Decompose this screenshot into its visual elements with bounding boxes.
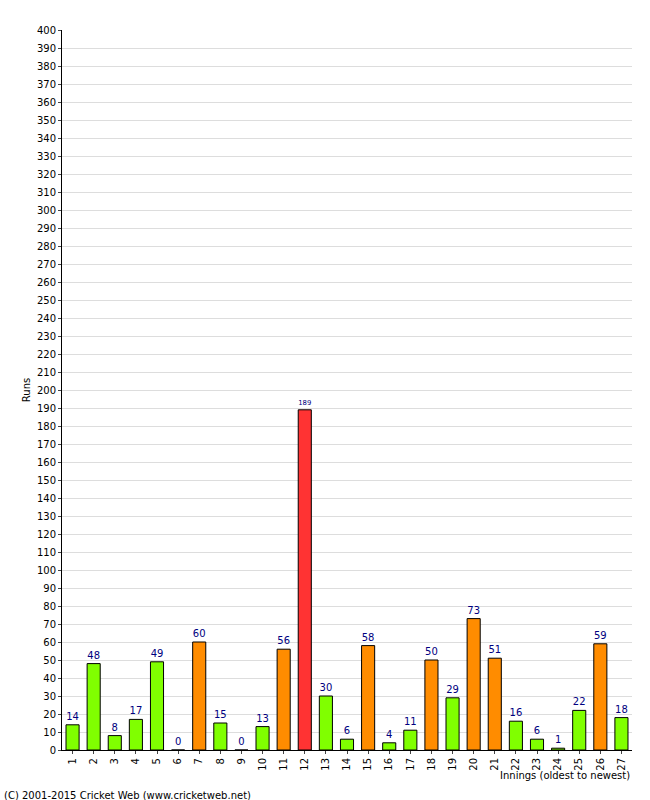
svg-text:30: 30 bbox=[43, 691, 56, 702]
svg-text:16: 16 bbox=[510, 707, 523, 718]
svg-text:310: 310 bbox=[37, 187, 56, 198]
svg-text:170: 170 bbox=[37, 439, 56, 450]
svg-text:80: 80 bbox=[43, 601, 56, 612]
svg-text:11: 11 bbox=[404, 716, 417, 727]
svg-text:400: 400 bbox=[37, 25, 56, 36]
svg-text:17: 17 bbox=[130, 705, 143, 716]
svg-text:18: 18 bbox=[615, 704, 628, 715]
svg-text:60: 60 bbox=[193, 628, 206, 639]
svg-text:48: 48 bbox=[87, 650, 100, 661]
svg-text:0: 0 bbox=[238, 736, 244, 747]
svg-text:8: 8 bbox=[215, 758, 226, 764]
svg-text:26: 26 bbox=[595, 758, 606, 771]
svg-text:110: 110 bbox=[37, 547, 56, 558]
svg-text:90: 90 bbox=[43, 583, 56, 594]
svg-text:51: 51 bbox=[488, 644, 501, 655]
svg-text:280: 280 bbox=[37, 241, 56, 252]
svg-text:2: 2 bbox=[88, 758, 99, 764]
svg-text:270: 270 bbox=[37, 259, 56, 270]
svg-text:100: 100 bbox=[37, 565, 56, 576]
svg-text:49: 49 bbox=[151, 648, 164, 659]
svg-text:200: 200 bbox=[37, 385, 56, 396]
svg-text:13: 13 bbox=[256, 713, 269, 724]
svg-text:120: 120 bbox=[37, 529, 56, 540]
svg-text:60: 60 bbox=[43, 637, 56, 648]
svg-text:15: 15 bbox=[214, 709, 227, 720]
svg-text:22: 22 bbox=[510, 758, 521, 771]
svg-text:9: 9 bbox=[236, 758, 247, 764]
svg-text:5: 5 bbox=[151, 758, 162, 764]
svg-text:330: 330 bbox=[37, 151, 56, 162]
svg-text:Runs: Runs bbox=[21, 378, 32, 402]
svg-text:16: 16 bbox=[383, 758, 394, 771]
svg-text:4: 4 bbox=[130, 758, 141, 764]
svg-text:340: 340 bbox=[37, 133, 56, 144]
svg-text:Innings (oldest to newest): Innings (oldest to newest) bbox=[500, 770, 630, 781]
svg-text:220: 220 bbox=[37, 349, 56, 360]
svg-text:40: 40 bbox=[43, 673, 56, 684]
svg-text:300: 300 bbox=[37, 205, 56, 216]
svg-text:210: 210 bbox=[37, 367, 56, 378]
svg-text:230: 230 bbox=[37, 331, 56, 342]
svg-text:390: 390 bbox=[37, 43, 56, 54]
svg-text:19: 19 bbox=[447, 758, 458, 771]
svg-text:23: 23 bbox=[531, 758, 542, 771]
svg-text:59: 59 bbox=[594, 630, 607, 641]
svg-text:0: 0 bbox=[175, 736, 181, 747]
svg-text:380: 380 bbox=[37, 61, 56, 72]
svg-text:140: 140 bbox=[37, 493, 56, 504]
svg-text:15: 15 bbox=[362, 758, 373, 771]
svg-text:70: 70 bbox=[43, 619, 56, 630]
svg-text:(C) 2001-2015 Cricket Web (www: (C) 2001-2015 Cricket Web (www.cricketwe… bbox=[4, 790, 251, 800]
svg-text:360: 360 bbox=[37, 97, 56, 108]
svg-text:10: 10 bbox=[43, 727, 56, 738]
svg-text:13: 13 bbox=[320, 758, 331, 771]
svg-text:22: 22 bbox=[573, 696, 586, 707]
svg-text:12: 12 bbox=[299, 758, 310, 771]
svg-text:6: 6 bbox=[344, 725, 350, 736]
svg-text:350: 350 bbox=[37, 115, 56, 126]
svg-text:18: 18 bbox=[426, 758, 437, 771]
svg-text:320: 320 bbox=[37, 169, 56, 180]
svg-text:190: 190 bbox=[37, 403, 56, 414]
svg-text:180: 180 bbox=[37, 421, 56, 432]
svg-text:29: 29 bbox=[446, 684, 459, 695]
svg-text:25: 25 bbox=[573, 758, 584, 771]
svg-text:14: 14 bbox=[341, 758, 352, 771]
svg-text:73: 73 bbox=[467, 605, 480, 616]
svg-text:130: 130 bbox=[37, 511, 56, 522]
svg-text:27: 27 bbox=[616, 758, 627, 771]
svg-text:1: 1 bbox=[67, 758, 78, 764]
svg-text:260: 260 bbox=[37, 277, 56, 288]
svg-text:20: 20 bbox=[468, 758, 479, 771]
svg-text:20: 20 bbox=[43, 709, 56, 720]
svg-text:3: 3 bbox=[109, 758, 120, 764]
svg-text:10: 10 bbox=[257, 758, 268, 771]
svg-text:160: 160 bbox=[37, 457, 56, 468]
svg-text:11: 11 bbox=[278, 758, 289, 771]
svg-text:6: 6 bbox=[172, 758, 183, 764]
svg-text:14: 14 bbox=[66, 711, 79, 722]
svg-text:24: 24 bbox=[552, 758, 563, 771]
svg-text:0: 0 bbox=[50, 745, 56, 756]
svg-text:189: 189 bbox=[298, 399, 311, 407]
svg-text:30: 30 bbox=[320, 682, 333, 693]
svg-text:250: 250 bbox=[37, 295, 56, 306]
svg-text:6: 6 bbox=[534, 725, 540, 736]
svg-text:1: 1 bbox=[555, 734, 561, 745]
svg-text:58: 58 bbox=[362, 632, 375, 643]
svg-text:240: 240 bbox=[37, 313, 56, 324]
svg-text:50: 50 bbox=[425, 646, 438, 657]
svg-text:17: 17 bbox=[405, 758, 416, 771]
svg-text:8: 8 bbox=[112, 722, 118, 733]
svg-text:56: 56 bbox=[277, 635, 290, 646]
svg-text:290: 290 bbox=[37, 223, 56, 234]
svg-text:150: 150 bbox=[37, 475, 56, 486]
svg-text:7: 7 bbox=[193, 758, 204, 764]
svg-text:21: 21 bbox=[489, 758, 500, 771]
svg-text:4: 4 bbox=[386, 729, 392, 740]
svg-text:370: 370 bbox=[37, 79, 56, 90]
svg-text:50: 50 bbox=[43, 655, 56, 666]
